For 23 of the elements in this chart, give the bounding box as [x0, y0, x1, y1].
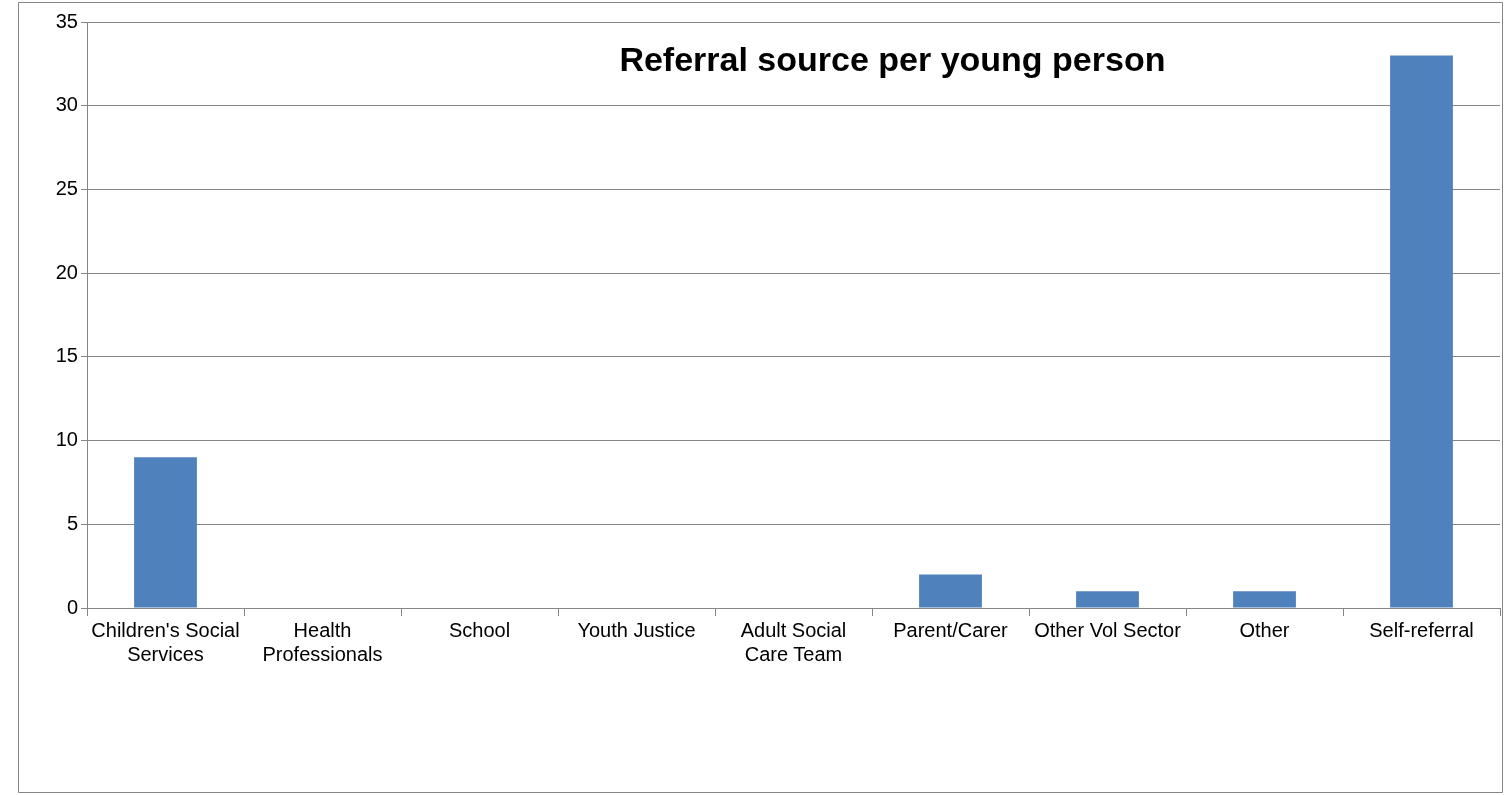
y-tick-label: 5 — [66, 511, 78, 534]
x-tick-label: Self-referral — [1369, 618, 1474, 641]
bar — [134, 457, 197, 608]
x-tick-label: Children's Social Services — [91, 618, 240, 665]
y-tick-label: 15 — [55, 344, 78, 367]
y-tick-label: 35 — [55, 9, 78, 32]
bar — [1233, 591, 1296, 608]
x-tick-label: Youth Justice — [577, 618, 696, 641]
x-tick-label: School — [448, 618, 511, 641]
x-tick-label: Other Vol Sector — [1034, 618, 1182, 641]
y-tick-label: 30 — [55, 93, 78, 116]
bar — [919, 574, 982, 608]
y-tick-label: 10 — [55, 428, 78, 451]
y-tick-label: 0 — [66, 595, 78, 618]
x-tick-label: Health Professionals — [262, 618, 383, 665]
bar — [1076, 591, 1139, 608]
text: Referral source per young person — [619, 40, 1166, 79]
x-tick-label: Adult Social Care Team — [740, 618, 847, 665]
y-tick-label: 25 — [55, 176, 78, 199]
x-tick-label: Other — [1239, 618, 1290, 641]
y-tick-label: 20 — [55, 260, 78, 283]
x-tick-label: Parent/Carer — [893, 618, 1009, 641]
bar — [1390, 55, 1453, 608]
